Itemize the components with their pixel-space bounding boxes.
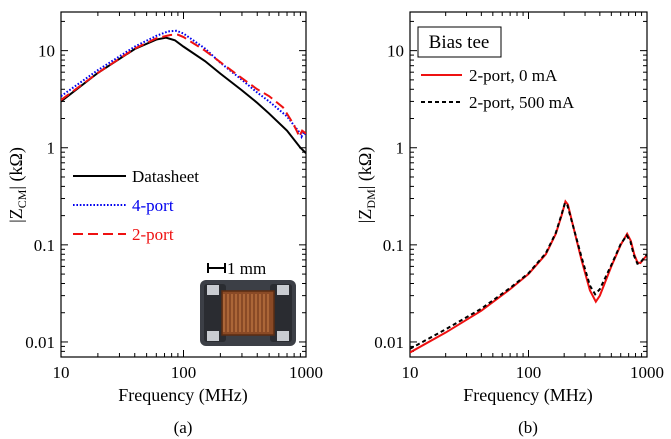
series-2-port-0ma-line xyxy=(410,199,647,354)
legend-label-2-port: 2-port xyxy=(132,225,174,244)
y-tick-label: 10 xyxy=(387,42,404,61)
panel-b-ticks: 10 100 1000 0.01 0.1 1 10 xyxy=(374,12,664,382)
x-tick-label: 1000 xyxy=(630,363,664,382)
legend-label-2-port-0ma: 2-port, 0 mA xyxy=(469,66,558,85)
x-tick-label: 10 xyxy=(53,363,70,382)
legend-label-4-port: 4-port xyxy=(132,196,174,215)
y-tick-label: 0.1 xyxy=(383,236,404,255)
panel-b-plot-area xyxy=(410,199,647,354)
panel-a-ticks: 10 100 1000 0.01 0.1 1 10 xyxy=(25,12,323,382)
x-tick-label: 1000 xyxy=(289,363,323,382)
y-tick-label: 10 xyxy=(38,42,55,61)
x-tick-label: 10 xyxy=(402,363,419,382)
panel-b-frame xyxy=(409,11,648,358)
panel-b-y-axis-label: |ZDM| (kΩ) xyxy=(355,147,378,223)
legend-label-2-port-500ma: 2-port, 500 mA xyxy=(469,93,575,112)
scale-bar-label: 1 mm xyxy=(227,259,266,278)
panel-b-caption: (b) xyxy=(518,418,538,437)
inset-photo: 1 mm xyxy=(200,259,296,346)
y-tick-label: 0.01 xyxy=(25,333,55,352)
bias-tee-label-box: Bias tee xyxy=(417,26,502,58)
panel-b-x-axis-label: Frequency (MHz) xyxy=(463,385,592,406)
y-tick-label: 1 xyxy=(47,139,56,158)
panel-a-x-axis-label: Frequency (MHz) xyxy=(118,385,247,406)
y-tick-label: 0.01 xyxy=(374,333,404,352)
y-tick-label: 1 xyxy=(396,139,405,158)
legend-label-datasheet: Datasheet xyxy=(132,167,199,186)
bias-tee-label: Bias tee xyxy=(429,32,490,53)
series-2-port-line xyxy=(61,33,306,140)
panel-a-caption: (a) xyxy=(174,418,193,437)
choke-photo-icon xyxy=(200,280,296,346)
panel-a-plot-area xyxy=(61,29,306,154)
y-tick-label: 0.1 xyxy=(34,236,55,255)
x-tick-label: 100 xyxy=(171,363,197,382)
panel-a-legend: Datasheet 4-port 2-port xyxy=(73,167,199,244)
series-2-port-500ma-line xyxy=(410,201,647,350)
panel-b-legend: 2-port, 0 mA 2-port, 500 mA xyxy=(421,66,575,112)
panel-b: 10 100 1000 0.01 0.1 1 10 Bias tee 2-port, 0 m… xyxy=(355,11,664,437)
x-tick-label: 100 xyxy=(516,363,542,382)
scale-bar xyxy=(207,263,226,273)
panel-a: 10 100 1000 0.01 0.1 1 10 Datasheet 4-port 2-p… xyxy=(6,11,323,437)
panel-a-y-axis-label: |ZCM| (kΩ) xyxy=(6,147,29,223)
